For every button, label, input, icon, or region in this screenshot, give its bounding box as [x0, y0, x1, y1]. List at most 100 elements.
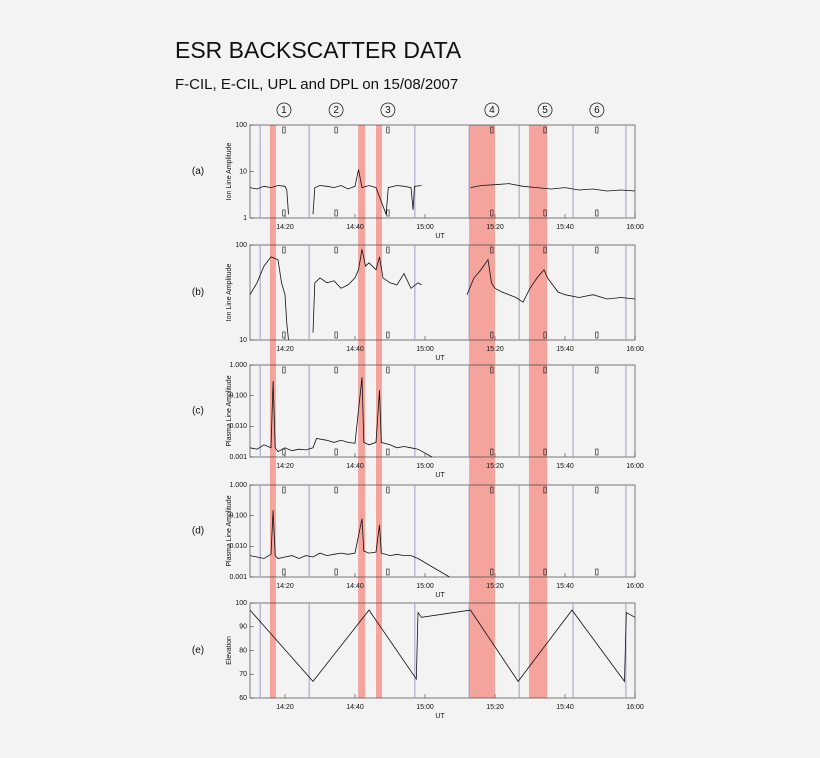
event-marker [543, 366, 547, 374]
x-tick-label: 16:00 [626, 463, 644, 470]
x-tick-label: 15:20 [486, 346, 504, 353]
y-axis-label: Plasma Line Amplitude [226, 375, 233, 446]
y-axis-label: Plasma Line Amplitude [226, 495, 233, 566]
event-marker [386, 126, 390, 134]
event-marker [334, 486, 338, 494]
y-axis-label: Ion Line Amplitude [226, 143, 233, 201]
shaded-interval [528, 125, 548, 698]
event-marker [543, 331, 547, 339]
event-label: 2 [333, 105, 339, 116]
event-marker [490, 246, 494, 254]
event-marker [386, 331, 390, 339]
event-marker [334, 209, 338, 217]
x-tick-label: 15:40 [556, 463, 574, 470]
event-label: 5 [542, 105, 548, 116]
event-marker [595, 126, 599, 134]
x-tick-label: 16:00 [626, 583, 644, 590]
event-circle [328, 102, 344, 118]
plot-frame [249, 364, 636, 458]
event-marker [595, 331, 599, 339]
x-axis-label: UT [435, 355, 445, 362]
x-tick-label: 15:20 [486, 463, 504, 470]
panel-label: (e) [192, 645, 204, 656]
x-axis-label: UT [435, 592, 445, 599]
event-marker [282, 568, 286, 576]
x-tick-label: 15:20 [486, 704, 504, 711]
panel-label: (d) [192, 526, 204, 537]
event-marker [543, 568, 547, 576]
y-tick-label: 0.001 [229, 574, 247, 581]
event-marker [282, 331, 286, 339]
x-tick-label: 15:00 [416, 583, 434, 590]
data-line [249, 169, 636, 215]
event-marker [543, 486, 547, 494]
y-tick-label: 100 [235, 600, 247, 607]
event-marker [334, 568, 338, 576]
data-line [249, 510, 450, 578]
y-axis-label: Ion Line Amplitude [226, 264, 233, 322]
y-tick-label: 100 [235, 242, 247, 249]
x-tick-label: 15:00 [416, 224, 434, 231]
event-marker [490, 568, 494, 576]
event-label: 1 [281, 105, 287, 116]
x-tick-label: 14:40 [346, 346, 364, 353]
x-axis-label: UT [435, 233, 445, 240]
shaded-interval [269, 125, 276, 698]
data-line [249, 249, 636, 341]
x-tick-label: 14:20 [276, 463, 294, 470]
plot-frame [249, 244, 636, 341]
y-tick-label: 80 [239, 647, 247, 654]
x-tick-label: 15:40 [556, 704, 574, 711]
event-marker [334, 246, 338, 254]
event-marker [282, 209, 286, 217]
y-tick-label: 60 [239, 695, 247, 702]
y-tick-label: 0.010 [229, 423, 247, 430]
subtitle: F-CIL, E-CIL, UPL and DPL on 15/08/2007 [175, 76, 458, 93]
y-tick-label: 0.100 [229, 393, 247, 400]
shaded-interval [358, 125, 366, 698]
event-marker [595, 486, 599, 494]
event-marker [386, 448, 390, 456]
x-tick-label: 15:20 [486, 583, 504, 590]
x-tick-label: 15:00 [416, 463, 434, 470]
event-marker [490, 448, 494, 456]
event-marker [282, 366, 286, 374]
event-marker [595, 246, 599, 254]
event-marker [543, 209, 547, 217]
x-tick-label: 15:40 [556, 346, 574, 353]
data-line [249, 377, 433, 458]
event-marker [282, 246, 286, 254]
x-tick-label: 14:20 [276, 346, 294, 353]
event-marker [543, 448, 547, 456]
event-marker [282, 486, 286, 494]
plot-frame [249, 484, 636, 578]
y-tick-label: 90 [239, 624, 247, 631]
x-tick-label: 14:40 [346, 704, 364, 711]
event-marker [595, 568, 599, 576]
event-marker [334, 126, 338, 134]
y-tick-label: 10 [239, 337, 247, 344]
event-marker [595, 366, 599, 374]
event-marker [386, 209, 390, 217]
y-tick-label: 0.010 [229, 543, 247, 550]
x-tick-label: 16:00 [626, 704, 644, 711]
event-marker [543, 126, 547, 134]
event-marker [282, 126, 286, 134]
y-tick-label: 70 [239, 671, 247, 678]
event-marker [490, 366, 494, 374]
event-circle [380, 102, 396, 118]
y-tick-label: 100 [235, 122, 247, 129]
x-tick-label: 15:00 [416, 346, 434, 353]
event-marker [543, 246, 547, 254]
x-tick-label: 16:00 [626, 346, 644, 353]
event-marker [386, 568, 390, 576]
x-tick-label: 14:40 [346, 583, 364, 590]
x-axis-label: UT [435, 472, 445, 479]
x-tick-label: 15:40 [556, 224, 574, 231]
event-marker [595, 448, 599, 456]
y-tick-label: 1.000 [229, 362, 247, 369]
event-label: 3 [385, 105, 391, 116]
event-marker [334, 448, 338, 456]
y-tick-label: 0.100 [229, 513, 247, 520]
